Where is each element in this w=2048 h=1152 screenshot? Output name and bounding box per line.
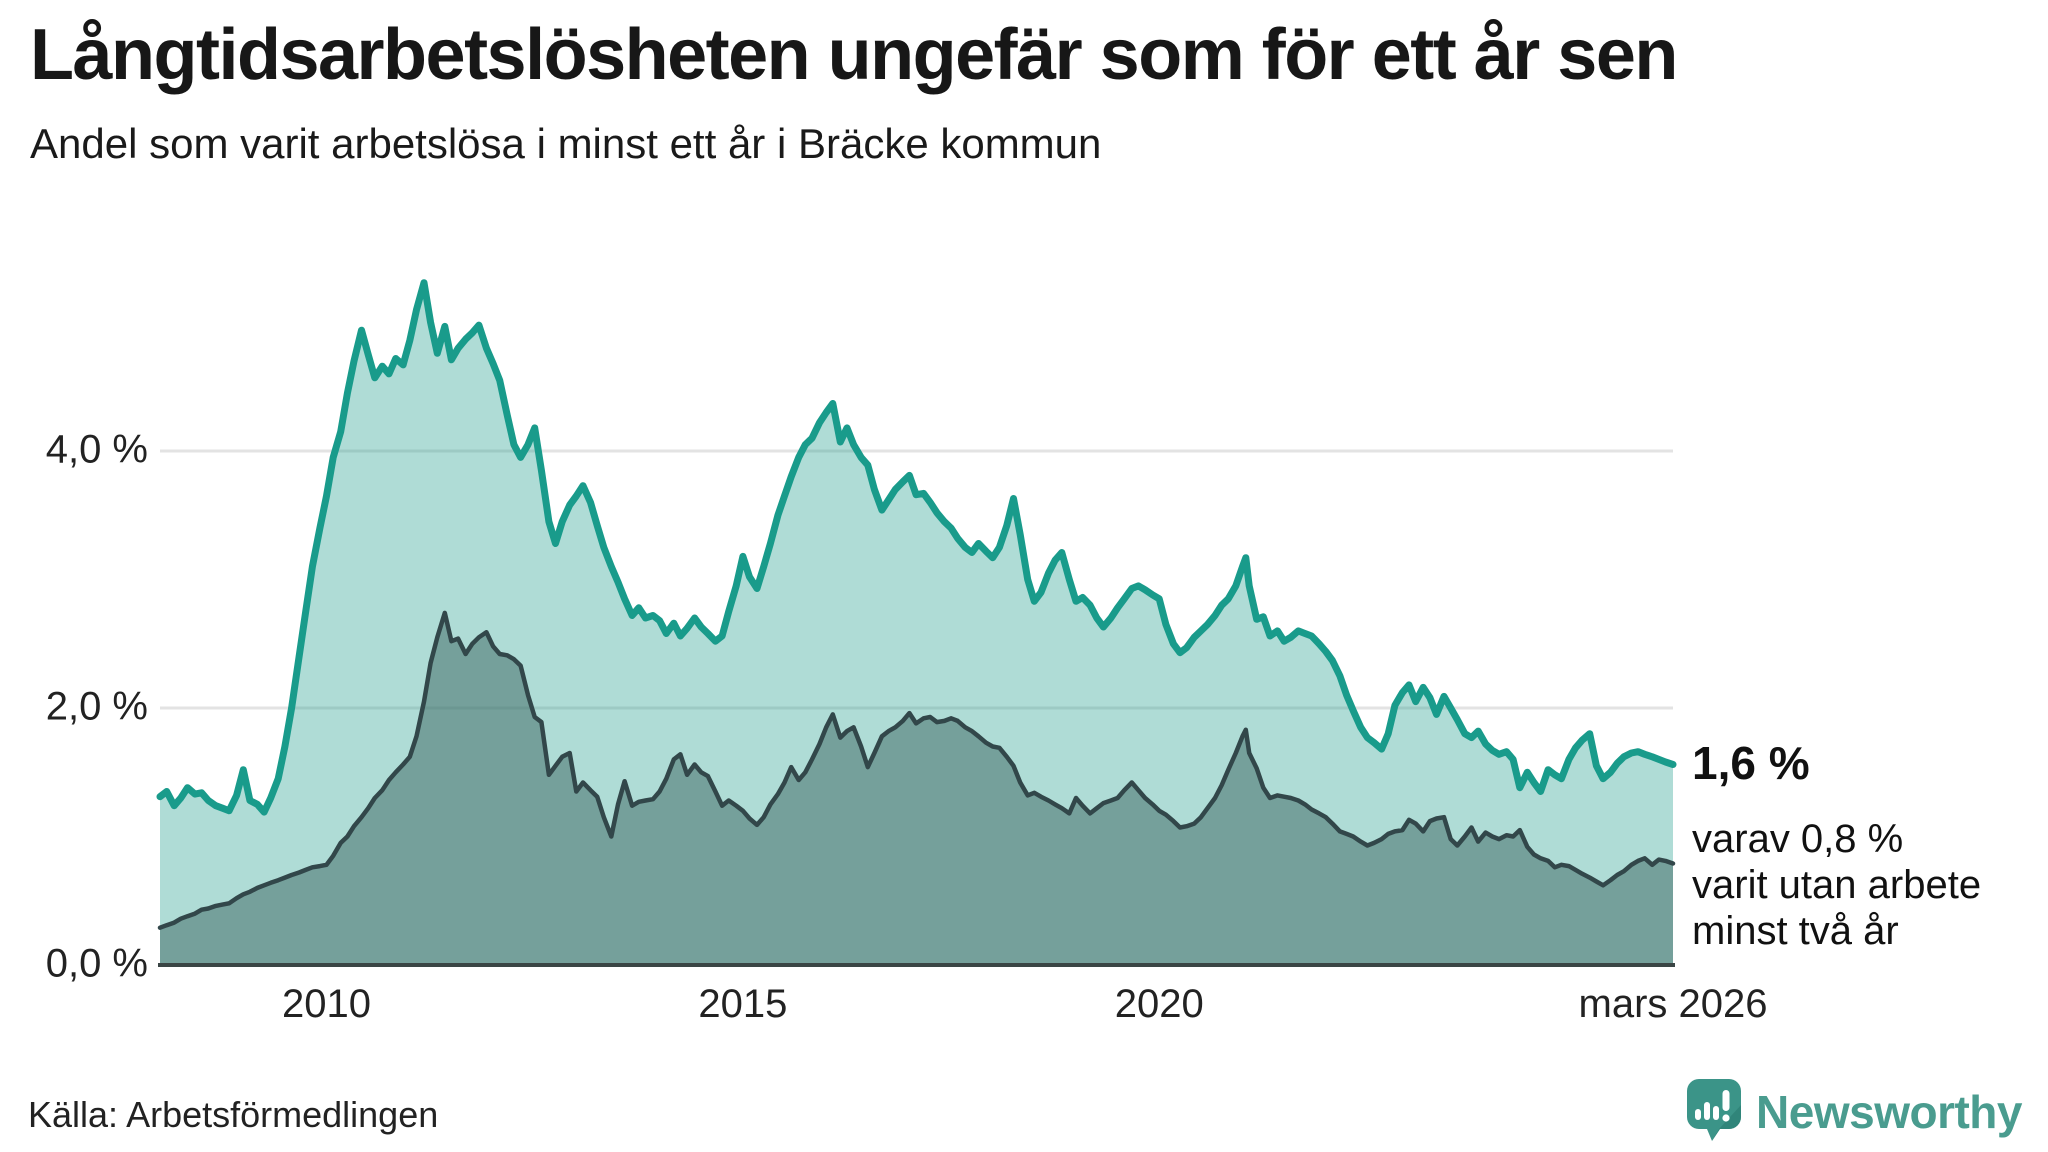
bar-chart-speech-bubble-icon (1686, 1078, 1742, 1147)
newsworthy-logo-text: Newsworthy (1756, 1086, 2022, 1138)
latest-value-label: 1,6 % (1692, 737, 1810, 789)
page-subtitle: Andel som varit arbetslösa i minst ett å… (30, 120, 1102, 167)
y-axis-tick-label: 4,0 % (45, 427, 148, 472)
y-axis-tick-label: 0,0 % (45, 941, 148, 986)
newsworthy-logo: Newsworthy (1686, 1078, 2022, 1147)
annotation-line: varav 0,8 % (1692, 817, 1904, 861)
source-note: Källa: Arbetsförmedlingen (28, 1094, 439, 1135)
x-axis-tick-label-latest: mars 2026 (1578, 982, 1768, 1026)
x-axis-tick-label: 2020 (1114, 982, 1204, 1026)
annotation-block: varav 0,8 % varit utan arbete minst två … (1692, 816, 1981, 954)
page-title: Långtidsarbetslösheten ungefär som för e… (30, 15, 1678, 95)
y-axis-tick-label: 2,0 % (45, 684, 148, 729)
annotation-line: varit utan arbete (1692, 863, 1982, 907)
annotation-line: minst två år (1692, 909, 1899, 953)
x-axis-tick-label: 2010 (282, 982, 372, 1026)
x-axis-tick-label: 2015 (698, 982, 788, 1026)
